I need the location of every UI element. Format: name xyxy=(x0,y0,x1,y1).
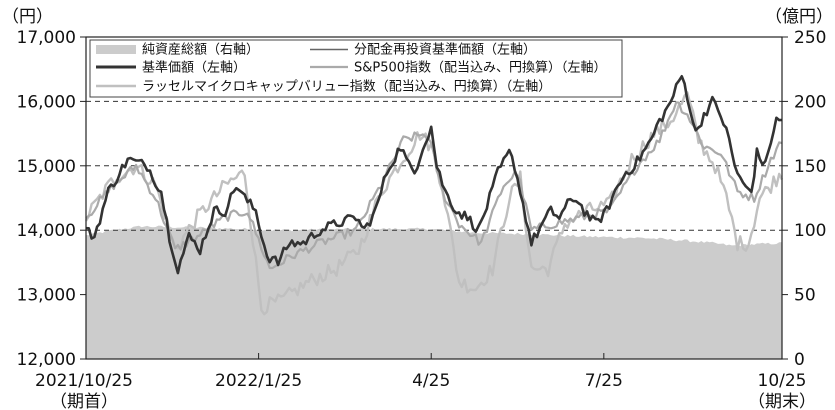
x-tick-label: 10/25 xyxy=(758,371,807,391)
right-axis-unit: （億円） xyxy=(765,7,833,27)
x-tick-label: 7/25 xyxy=(585,371,623,391)
right-tick-label: 150 xyxy=(794,157,826,177)
series-line-nav xyxy=(85,75,783,275)
net-assets-area xyxy=(86,225,782,359)
right-tick-label: 100 xyxy=(794,221,826,241)
x-tick-label: 2021/10/25 xyxy=(35,371,133,391)
right-tick-label: 0 xyxy=(794,350,805,370)
right-tick-label: 250 xyxy=(794,28,826,48)
legend-box xyxy=(89,39,623,98)
legend-label-sp500: S&P500指数（配当込み、円換算）（左軸） xyxy=(354,61,607,76)
legend-label-nav: 基準価額（左軸） xyxy=(142,60,246,76)
x-tick-label: 4/25 xyxy=(412,371,450,391)
legend-swatch-net-assets xyxy=(96,45,136,54)
legend-label-russell: ラッセルマイクロキャップバリュー指数（配当込み、円換算）（左軸） xyxy=(142,80,551,95)
left-tick-label: 17,000 xyxy=(17,28,76,48)
right-tick-label: 50 xyxy=(794,286,816,306)
left-axis-unit: （円） xyxy=(2,7,53,27)
axis-ticks: 12,000 13,000 14,000 15,000 16,000 17,000 0 50 1… xyxy=(17,28,827,410)
left-tick-label: 16,000 xyxy=(17,92,76,112)
x-tick-sublabel: （期末） xyxy=(748,392,816,410)
series-lines xyxy=(84,75,784,316)
legend-label-reinvested-nav: 分配金再投資基準価額（左軸） xyxy=(354,42,536,58)
legend-label-net-assets: 純資産総額（右軸） xyxy=(142,42,259,58)
left-tick-label: 14,000 xyxy=(17,221,76,241)
right-tick-label: 200 xyxy=(794,92,826,112)
left-tick-label: 12,000 xyxy=(17,350,76,370)
x-tick-label: 2022/1/25 xyxy=(215,371,302,391)
left-tick-label: 13,000 xyxy=(17,286,76,306)
series-area-net-assets xyxy=(86,225,782,359)
x-tick-sublabel: （期首） xyxy=(50,392,118,410)
legend: 純資産総額（右軸） 分配金再投資基準価額（左軸） 基準価額（左軸） S&P500… xyxy=(89,39,623,98)
left-tick-label: 15,000 xyxy=(17,157,76,177)
dashed-gridlines xyxy=(86,100,782,231)
plot-frame xyxy=(85,36,783,360)
